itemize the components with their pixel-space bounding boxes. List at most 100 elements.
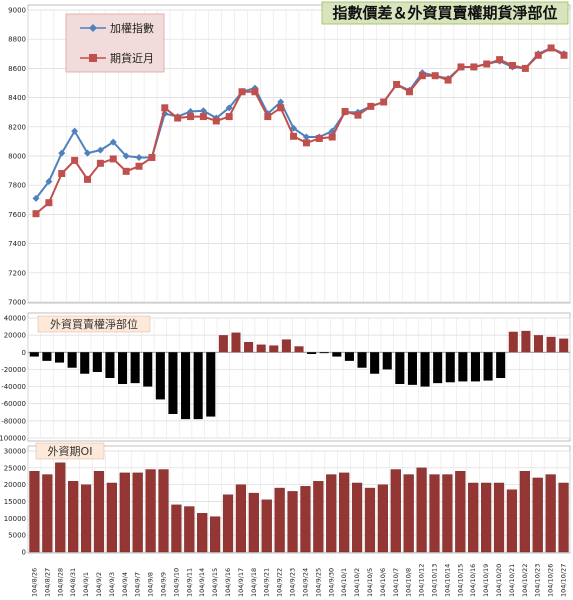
futures-point (367, 102, 375, 110)
x-tick-label: 104/9/22 (276, 568, 284, 597)
index-point (45, 178, 53, 186)
options-bar (193, 352, 203, 420)
futures-point (534, 51, 542, 59)
options-bar (458, 352, 468, 382)
options-bar (218, 335, 228, 353)
x-tick-label: 104/10/6 (379, 568, 387, 597)
panel1-tick-label: 7200 (8, 269, 26, 277)
oi-bar (339, 472, 350, 553)
futures-point (174, 114, 182, 122)
options-bar (559, 338, 569, 353)
options-bar (332, 352, 342, 357)
x-tick-label: 104/9/30 (327, 568, 335, 597)
options-bar (319, 352, 329, 354)
oi-bar (364, 487, 376, 553)
panel3-tick-label: 0 (22, 549, 26, 557)
options-bar (92, 352, 102, 372)
oi-bar (171, 504, 182, 553)
x-tick-label: 104/10/8 (405, 568, 413, 597)
index-point (135, 153, 143, 161)
index-point (58, 149, 66, 157)
panel1-series (32, 44, 568, 218)
oi-bar (29, 471, 40, 553)
futures-point (148, 153, 156, 161)
futures-point (405, 88, 413, 96)
futures-point (328, 133, 336, 141)
x-tick-label: 104/10/23 (534, 564, 542, 597)
panel3-tick-label: 10000 (4, 515, 26, 523)
x-tick-label: 104/10/26 (547, 564, 555, 597)
oi-bar (532, 477, 543, 553)
options-bar (357, 352, 367, 368)
index-point (96, 146, 104, 154)
x-tick-label: 104/8/31 (69, 568, 77, 597)
panel1-tick-label: 8200 (8, 123, 26, 131)
x-tick-label: 104/10/13 (431, 564, 439, 597)
x-tick-label: 104/9/21 (263, 568, 271, 597)
futures-point (84, 175, 92, 183)
futures-point (122, 167, 130, 175)
panel1-tick-label: 7000 (8, 299, 26, 307)
futures-point (560, 51, 568, 59)
x-tick-label: 104/10/20 (495, 564, 503, 597)
options-bar (231, 332, 241, 353)
x-tick-label: 104/9/3 (108, 572, 116, 597)
options-bar (117, 352, 128, 384)
oi-bar (248, 492, 259, 553)
oi-bar (493, 482, 505, 553)
options-bar (395, 352, 405, 384)
panel3-tick-label: 25000 (4, 464, 26, 472)
oi-bar (351, 482, 363, 553)
options-bar (256, 344, 266, 353)
x-tick-label: 104/9/25 (314, 568, 322, 597)
panel2-tick-label: -100000 (0, 435, 26, 443)
futures-point (380, 98, 388, 106)
futures-point (199, 113, 207, 121)
futures-point (354, 111, 362, 119)
options-bar (168, 352, 178, 414)
options-bar (29, 352, 39, 357)
options-bar (407, 352, 417, 385)
oi-bar (132, 472, 143, 553)
oi-bar (235, 484, 247, 553)
futures-point (470, 63, 478, 71)
x-tick-label: 104/9/16 (224, 568, 232, 597)
oi-bar (80, 484, 92, 553)
options-bar (382, 352, 392, 370)
oi-bar (506, 489, 518, 553)
oi-bar (390, 469, 401, 553)
options-bar (470, 352, 481, 382)
futures-point (187, 113, 195, 121)
futures-point (212, 117, 220, 125)
futures-point (444, 76, 452, 84)
x-tick-label: 104/9/10 (172, 568, 180, 597)
panel1-tick-label: 7400 (8, 240, 26, 248)
x-tick-label: 104/9/7 (134, 572, 142, 597)
panel1-y-axis: 7000 7200 7400 7600 7800 8000 8200 8400 8600 8800… (8, 7, 26, 307)
options-bar (483, 352, 493, 381)
panel2-tick-label: 0 (22, 349, 26, 357)
futures-point (457, 63, 465, 71)
legend-box (65, 13, 165, 73)
futures-point (45, 199, 53, 207)
foreign-options-panel: -100000 -80000 -60000 -40000 -20000 0 20000 400… (0, 312, 571, 443)
panel3-title-box (35, 442, 105, 460)
futures-point (71, 156, 79, 164)
legend: 加權指數 期貨近月 (65, 13, 165, 73)
panel2-tick-label: -80000 (1, 417, 26, 425)
panel2-title: 外資買賣權淨部位 (50, 317, 138, 331)
panel2-tick-label: -40000 (1, 383, 26, 391)
futures-point (225, 113, 233, 121)
options-bar (307, 352, 317, 354)
panel3-y-axis: 0 5000 10000 15000 20000 25000 30000 (4, 448, 26, 557)
futures-point (508, 61, 516, 69)
panel3-tick-label: 20000 (4, 481, 26, 489)
index-point (84, 149, 92, 157)
futures-point (521, 64, 529, 72)
oi-bar (197, 513, 208, 553)
futures-point (264, 113, 272, 121)
index-point (32, 194, 40, 202)
chart-title-box (321, 1, 569, 25)
oi-bar (558, 482, 569, 553)
